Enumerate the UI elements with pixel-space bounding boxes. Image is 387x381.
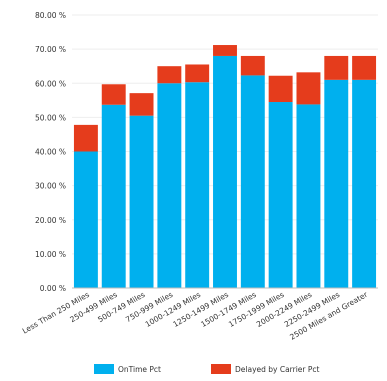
legend-label: Delayed by Carrier Pct [235,365,320,374]
bar-delayed-by-carrier [185,64,210,83]
bar-ontime [213,55,237,289]
bar-delayed-by-carrier [101,84,126,105]
y-tick-label: 10.00 % [35,250,66,259]
legend-swatch [94,364,114,374]
bar-ontime [240,75,265,289]
bar-ontime [352,79,377,289]
bar-delayed-by-carrier [213,45,237,56]
bar-delayed-by-carrier [296,72,321,105]
bar-ontime [324,79,349,289]
bar-delayed-by-carrier [240,55,265,76]
bar-ontime [101,104,126,288]
bar-delayed-by-carrier [73,124,98,152]
bar-delayed-by-carrier [324,55,349,80]
y-tick-label: 70.00 % [35,45,66,54]
legend-label: OnTime Pct [118,365,161,374]
bar-ontime [129,115,154,288]
y-tick-label: 20.00 % [35,216,66,225]
bars [73,45,377,289]
bar-ontime [296,104,321,288]
bar-delayed-by-carrier [352,55,377,80]
y-tick-label: 40.00 % [35,148,66,157]
y-tick-label: 0.00 % [40,284,66,293]
bar-delayed-by-carrier [129,93,154,116]
bar-delayed-by-carrier [268,75,293,103]
bar-ontime [73,151,98,288]
y-tick-label: 50.00 % [35,113,66,122]
legend: OnTime Pct Delayed by Carrier Pct [94,364,320,374]
bar-ontime [268,102,293,288]
bar-ontime [157,83,182,288]
y-tick-label: 80.00 % [35,11,66,20]
y-tick-label: 60.00 % [35,79,66,88]
bar-delayed-by-carrier [157,66,182,84]
y-axis-tick-labels: 0.00 % 10.00 % 20.00 % 30.00 % 40.00 % 50.00 … [35,11,66,293]
bar-ontime [185,82,210,288]
legend-swatch [211,364,231,374]
y-tick-label: 30.00 % [35,182,66,191]
